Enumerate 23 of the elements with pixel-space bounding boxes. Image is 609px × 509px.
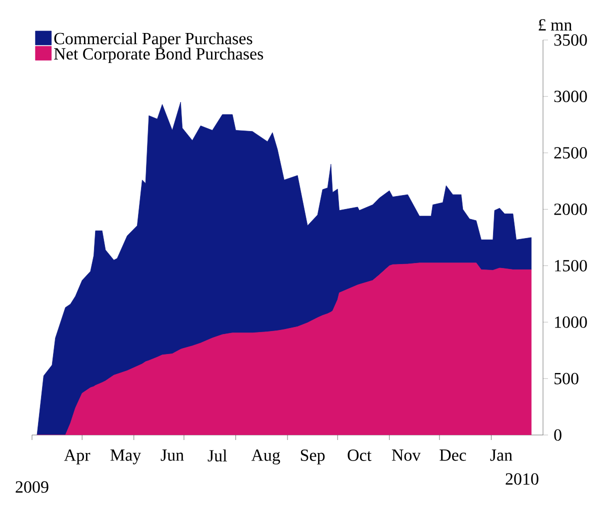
y-tick-label: 0: [554, 429, 562, 441]
legend-label: Net Corporate Bond Purchases: [54, 48, 264, 64]
x-tick-label: Aug: [251, 450, 280, 464]
y-tick-label: 500: [554, 372, 578, 384]
text: 2009: [16, 481, 48, 493]
y-tick-label: 2000: [554, 204, 587, 216]
y-axis-title: £ mn: [538, 19, 572, 30]
y-tick-label: 3000: [554, 90, 587, 102]
y-tick-label: 2500: [554, 147, 587, 159]
y-tick-label: 1000: [555, 316, 587, 328]
legend-label: Commercial Paper Purchases: [54, 32, 252, 48]
x-tick-label: Apr: [64, 450, 90, 464]
x-tick-label: Oct: [348, 450, 372, 461]
x-tick-label: Jun: [160, 450, 184, 461]
y-tick-label: 1500: [555, 260, 587, 272]
x-tick-label: May: [110, 450, 142, 464]
text: 2010: [506, 473, 538, 485]
x-tick-label: Jul: [208, 450, 227, 462]
x-tick-label: Jan: [490, 450, 512, 461]
y-tick-label: 3500: [554, 34, 587, 46]
x-tick-label: Dec: [440, 450, 466, 461]
x-tick-label: Sep: [300, 450, 325, 464]
x-tick-label: Nov: [392, 450, 421, 461]
